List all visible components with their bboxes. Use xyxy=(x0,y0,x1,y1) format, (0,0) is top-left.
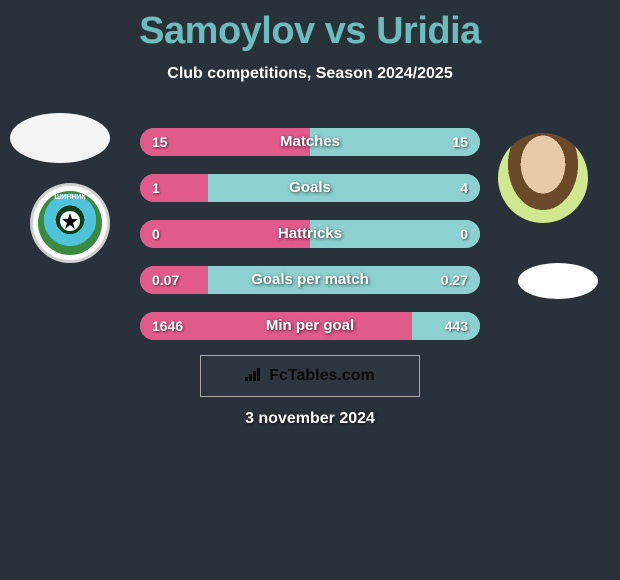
subtitle: Club competitions, Season 2024/2025 xyxy=(0,65,620,83)
player2-name: Uridia xyxy=(376,10,481,52)
stat-label: Hattricks xyxy=(140,220,480,248)
stats-bars: 1515Matches 14Goals 00Hattricks 0.070.27Goa… xyxy=(140,128,480,358)
player2-avatar xyxy=(498,133,588,223)
player1-name: Samoylov xyxy=(139,10,315,52)
stat-label: Goals xyxy=(140,174,480,202)
club-badge-icon xyxy=(38,191,102,255)
stat-row: 0.070.27Goals per match xyxy=(140,266,480,294)
player1-avatar-placeholder xyxy=(10,113,110,163)
stat-label: Min per goal xyxy=(140,312,480,340)
stat-label: Matches xyxy=(140,128,480,156)
chart-icon xyxy=(245,367,263,386)
player1-club-badge xyxy=(30,183,110,263)
stat-row: 1515Matches xyxy=(140,128,480,156)
date-text: 3 november 2024 xyxy=(0,410,620,428)
comparison-title: Samoylov vs Uridia xyxy=(0,0,620,53)
stat-row: 14Goals xyxy=(140,174,480,202)
brand-attribution: FcTables.com xyxy=(200,355,420,397)
stat-label: Goals per match xyxy=(140,266,480,294)
stat-row: 00Hattricks xyxy=(140,220,480,248)
vs-text: vs xyxy=(325,10,366,52)
brand-text: FcTables.com xyxy=(269,367,375,385)
stat-row: 1646443Min per goal xyxy=(140,312,480,340)
player2-club-badge-placeholder xyxy=(518,263,598,299)
